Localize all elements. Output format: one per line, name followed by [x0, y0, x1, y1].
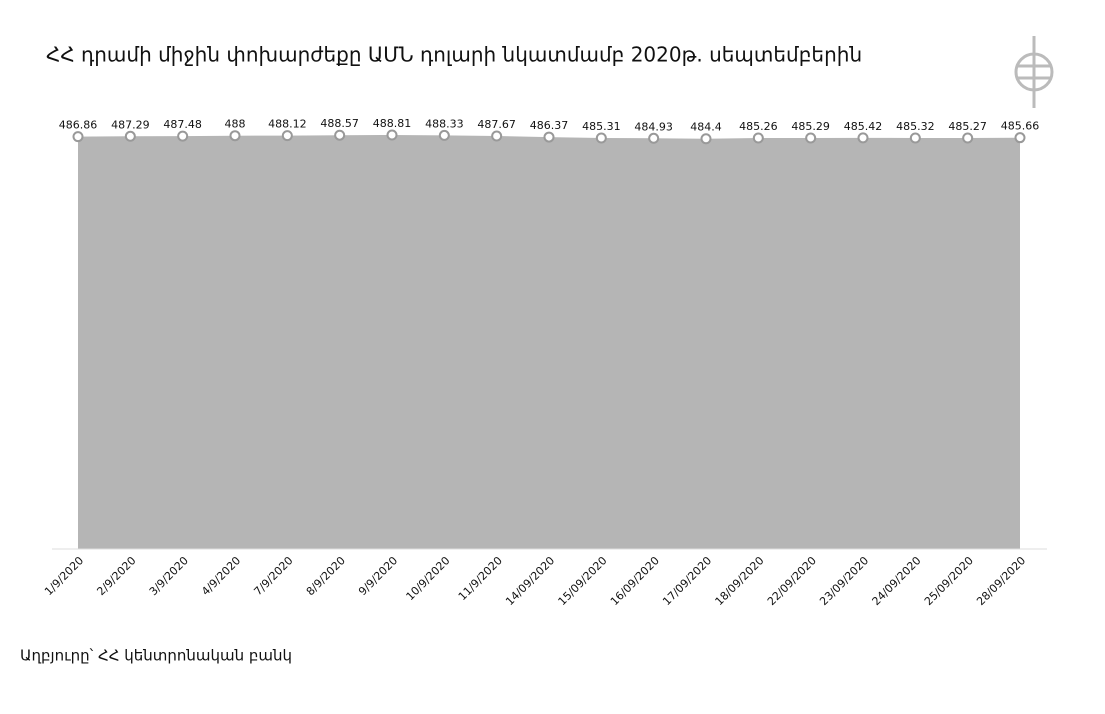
value-label: 487.67: [477, 118, 516, 131]
x-tick-label: 7/9/2020: [251, 554, 295, 598]
value-label: 484.93: [634, 120, 673, 133]
x-tick-label: 1/9/2020: [42, 554, 86, 598]
value-label: 485.26: [739, 120, 778, 133]
value-label: 488.57: [320, 117, 359, 130]
x-tick-label: 23/09/2020: [817, 554, 871, 608]
point: [962, 132, 974, 144]
x-tick-label: 8/9/2020: [304, 554, 348, 598]
value-label: 485.31: [582, 120, 621, 133]
point: [752, 132, 764, 144]
source: Աղբյուրը՝ ՀՀ կենտրոնական բանկ: [20, 647, 292, 665]
value-label: 488.33: [425, 117, 464, 130]
x-tick-label: 3/9/2020: [147, 554, 191, 598]
x-tick-label: 18/09/2020: [713, 554, 767, 608]
x-tick-label: 4/9/2020: [199, 554, 243, 598]
value-label: 488.81: [373, 117, 412, 130]
value-label: 488: [225, 118, 246, 131]
point: [909, 132, 921, 144]
chart-title: ՀՀ դրամի միջին փոխարժեքը ԱՄՆ դոլարի նկատ…: [46, 43, 862, 67]
x-tick-label: 15/09/2020: [556, 554, 610, 608]
point: [177, 130, 189, 142]
area: [78, 135, 1020, 549]
point: [543, 131, 555, 143]
point: [386, 129, 398, 141]
point: [648, 132, 660, 144]
value-label: 487.29: [111, 118, 150, 131]
point: [805, 132, 817, 144]
value-label: 487.48: [163, 118, 202, 131]
point: [229, 130, 241, 142]
x-tick-label: 2/9/2020: [94, 554, 138, 598]
x-tick-label: 25/09/2020: [922, 554, 976, 608]
value-label: 486.37: [530, 119, 569, 132]
x-tick-label: 16/09/2020: [608, 554, 662, 608]
value-label: 486.86: [59, 119, 98, 132]
x-tick-label: 11/9/2020: [456, 554, 505, 603]
point: [595, 132, 607, 144]
point: [124, 130, 136, 142]
x-tick-label: 28/09/2020: [974, 554, 1028, 608]
point: [438, 129, 450, 141]
x-tick-label: 14/09/2020: [503, 554, 557, 608]
value-label: 485.32: [896, 120, 935, 133]
value-label: 484.4: [690, 121, 722, 134]
x-tick-label: 17/09/2020: [660, 554, 714, 608]
value-label: 485.42: [844, 120, 883, 133]
value-label: 485.29: [791, 120, 830, 133]
x-tick-label: 22/09/2020: [765, 554, 819, 608]
point: [857, 132, 869, 144]
x-tick-label: 24/09/2020: [870, 554, 924, 608]
value-label: 488.12: [268, 118, 307, 131]
x-tick-label: 10/9/2020: [403, 554, 452, 603]
value-label: 485.27: [948, 120, 987, 133]
value-label: 485.66: [1001, 120, 1040, 133]
point: [281, 130, 293, 142]
point: [72, 131, 84, 143]
point: [700, 133, 712, 145]
point: [1014, 132, 1026, 144]
x-tick-label: 9/9/2020: [356, 554, 400, 598]
point: [334, 129, 346, 141]
point: [491, 130, 503, 142]
logo: [1014, 36, 1054, 108]
